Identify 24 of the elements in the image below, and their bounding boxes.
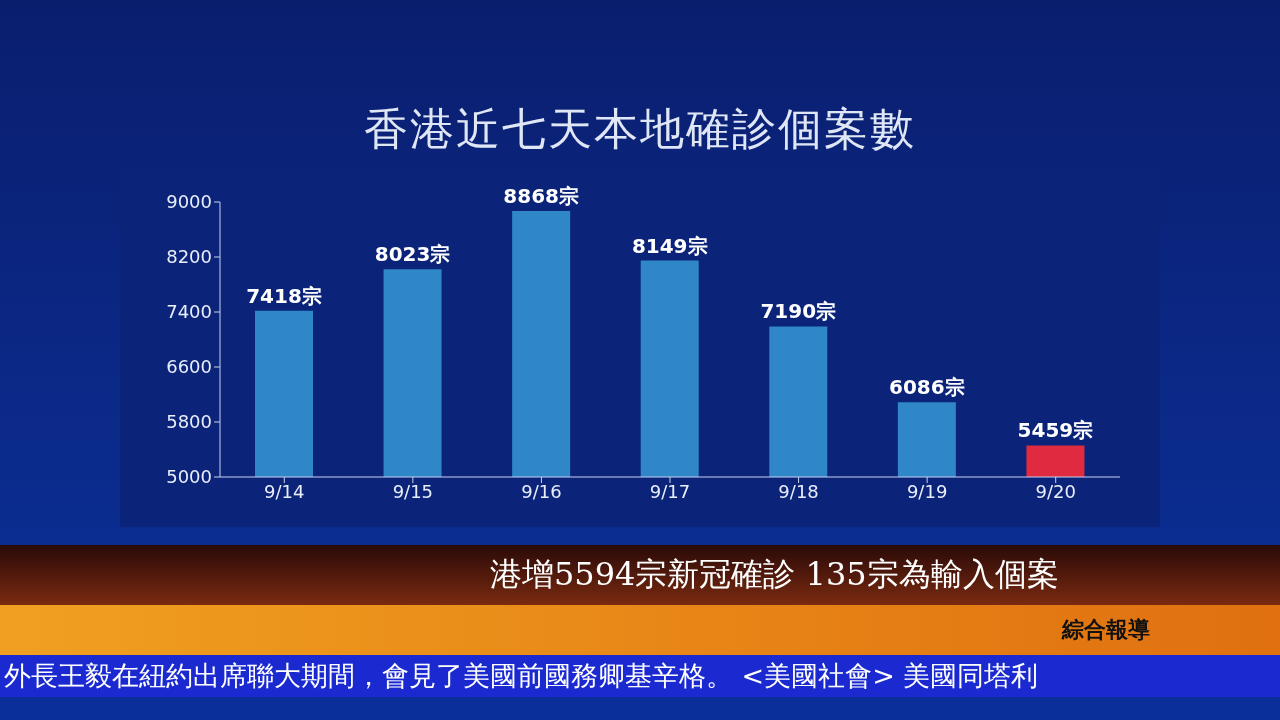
data-label: 8149宗: [631, 233, 708, 258]
y-tick-label: 9000: [166, 191, 212, 213]
x-tick-label: 9/20: [1035, 480, 1076, 502]
y-tick-label: 6600: [166, 356, 212, 378]
y-tick-label: 5800: [166, 411, 212, 433]
x-tick-label: 9/15: [392, 480, 434, 502]
x-tick-label: 9/17: [649, 480, 691, 502]
data-label: 6086宗: [889, 375, 965, 400]
data-label: 7418宗: [246, 283, 322, 308]
data-label: 7190宗: [760, 299, 837, 324]
data-label: 5459宗: [1017, 418, 1094, 443]
y-tick-label: 8200: [166, 246, 212, 268]
y-tick-label: 7400: [166, 301, 212, 323]
x-tick-label: 9/18: [778, 480, 819, 502]
data-label: 8023宗: [374, 242, 451, 267]
text: 外長王毅在紐約出席聯大期間，會見了美國前國務卿基辛格。 <美國社會> 美國同塔利: [0, 655, 1280, 697]
chart-title: 香港近七天本地確診個案數: [363, 102, 917, 156]
x-tick-label: 9/19: [906, 480, 948, 502]
x-tick-label: 9/16: [521, 480, 562, 502]
x-tick-label: 9/14: [264, 480, 305, 502]
text: 綜合報導: [0, 605, 1280, 655]
text: 港增5594宗新冠確診 135宗為輸入個案: [0, 545, 1280, 605]
y-tick-label: 5000: [166, 466, 212, 488]
data-label: 8868宗: [503, 184, 579, 209]
